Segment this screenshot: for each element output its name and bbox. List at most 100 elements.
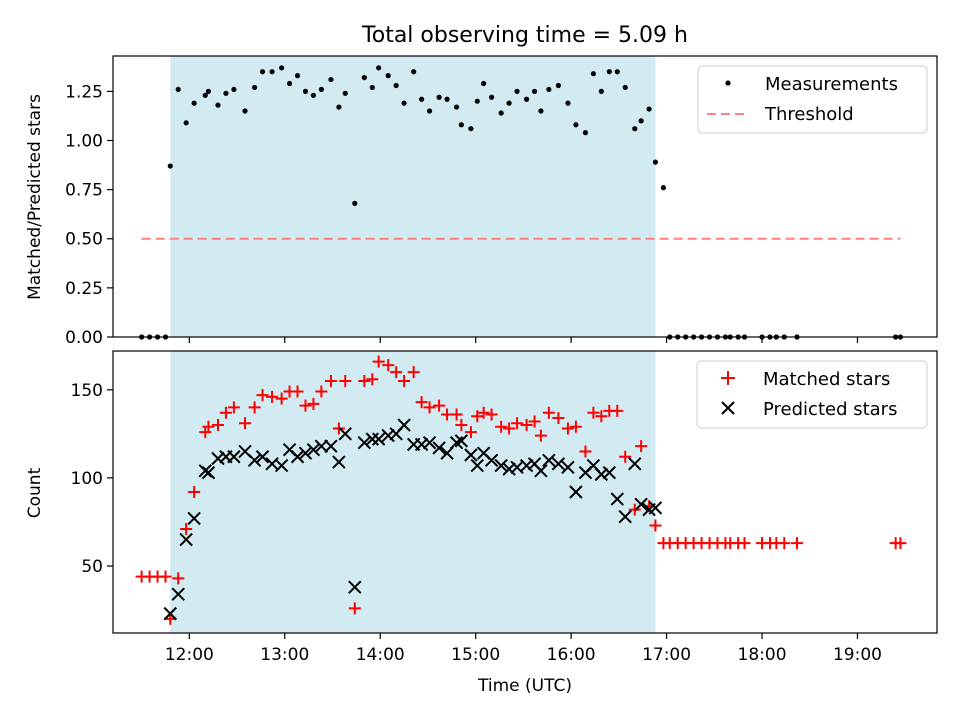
x-tick-label: 12:00 [165, 645, 214, 665]
legend-predicted-marker [721, 401, 735, 415]
matched-stars-point [390, 366, 403, 379]
matched-stars-point [382, 359, 395, 372]
measurement-point [565, 100, 571, 106]
measurement-point [419, 96, 425, 102]
measurement-point [426, 108, 433, 114]
predicted-stars-point [454, 434, 469, 448]
matched-stars-point [299, 399, 312, 412]
measurement-point [638, 118, 644, 124]
predicted-stars-point [381, 428, 395, 443]
bottom-ylabel: Count [25, 467, 45, 518]
matched-stars-point [398, 374, 411, 387]
matched-stars-point [266, 390, 279, 403]
bottom-axes-frame [112, 350, 938, 634]
measurement-point [385, 73, 391, 79]
predicted-stars-point [211, 451, 225, 466]
matched-stars-point [450, 408, 463, 421]
matched-stars-point [248, 401, 261, 414]
matched-stars-point [619, 450, 632, 463]
measurement-point [279, 65, 285, 71]
x-tick-label: 18:00 [738, 645, 787, 665]
measurement-point [468, 126, 474, 132]
measurement-point [590, 71, 597, 77]
matched-stars-point [464, 426, 477, 439]
measurement-point [488, 94, 495, 100]
y-tick-label: 150 [71, 381, 103, 401]
measurement-point [393, 82, 399, 89]
predicted-stars-point [324, 439, 338, 453]
shaded-interval-band [170, 56, 656, 337]
x-tick-label: 13:00 [260, 645, 309, 665]
measurement-point [336, 104, 342, 110]
predicted-stars-point [470, 458, 484, 473]
measurement-point [286, 80, 293, 87]
bottom-plot-area [135, 355, 907, 625]
matched-stars-point [587, 406, 600, 419]
measurement-point [302, 88, 309, 94]
predicted-stars-point [422, 435, 437, 450]
bottom-legend: Matched stars Predicted stars [696, 360, 928, 429]
matched-stars-point [188, 486, 201, 498]
top-legend: Measurements Threshold [697, 65, 928, 134]
predicted-stars-point [306, 442, 321, 457]
matched-stars-point [503, 422, 516, 435]
measurement-point [310, 92, 317, 98]
measurement-point [215, 102, 221, 108]
matched-stars-point [495, 420, 508, 433]
measurement-point [223, 90, 229, 96]
measurement-point [606, 69, 612, 75]
legend-predicted-label: Predicted stars [763, 399, 897, 420]
x-tick-label: 17:00 [642, 645, 691, 665]
y-tick-label: 0.25 [65, 279, 103, 299]
bottom-y-axis: 50 100 150 [71, 381, 113, 577]
predicted-stars-point [449, 435, 464, 450]
measurement-point [582, 130, 589, 136]
top-x-axis [188, 337, 859, 343]
predicted-stars-point [298, 446, 313, 460]
measurement-point [318, 86, 324, 93]
measurement-point [523, 96, 530, 102]
panel-top: Total observing time = 5.09 h Matched/Pr… [25, 23, 938, 348]
measurement-point [538, 108, 544, 114]
y-tick-label: 100 [71, 469, 103, 489]
predicted-stars-point [602, 465, 617, 480]
predicted-stars-point [314, 439, 329, 453]
measurement-point [531, 88, 538, 94]
measurement-point [269, 69, 275, 75]
matched-stars-point [256, 389, 269, 402]
measurement-point [498, 110, 504, 116]
x-tick-label: 15:00 [451, 645, 500, 665]
measurement-point [401, 100, 407, 106]
matched-stars-point [159, 570, 172, 583]
top-ylabel: Matched/Predicted stars [25, 94, 45, 300]
y-tick-label: 0.00 [65, 328, 103, 348]
measurement-point [514, 88, 520, 94]
matched-stars-point [561, 422, 574, 435]
matched-stars-point [366, 373, 379, 386]
matched-stars-point [339, 374, 352, 387]
x-tick-label: 19:00 [833, 645, 882, 665]
measurement-point [352, 200, 358, 206]
predicted-stars-point [484, 453, 499, 467]
matched-stars-point [433, 399, 446, 412]
matched-stars-point [778, 537, 791, 550]
predicted-stars-point [187, 511, 201, 526]
predicted-stars-point [569, 485, 583, 499]
matched-stars-point [552, 411, 565, 424]
matched-stars-point [239, 417, 252, 430]
matched-stars-point [511, 417, 524, 430]
matched-stars-point [180, 523, 193, 536]
predicted-stars-point [618, 509, 632, 524]
matched-stars-point [528, 415, 541, 428]
matched-stars-point [227, 401, 240, 414]
matched-stars-point [738, 537, 751, 550]
y-tick-label: 0.50 [65, 230, 103, 250]
matched-stars-point [579, 445, 592, 458]
matched-stars-point [348, 602, 361, 615]
measurement-point [202, 92, 208, 98]
matched-stars-point [423, 401, 436, 414]
predicted-stars-point [542, 453, 556, 467]
predicted-stars-point [494, 458, 508, 473]
y-tick-label: 1.00 [65, 131, 103, 151]
